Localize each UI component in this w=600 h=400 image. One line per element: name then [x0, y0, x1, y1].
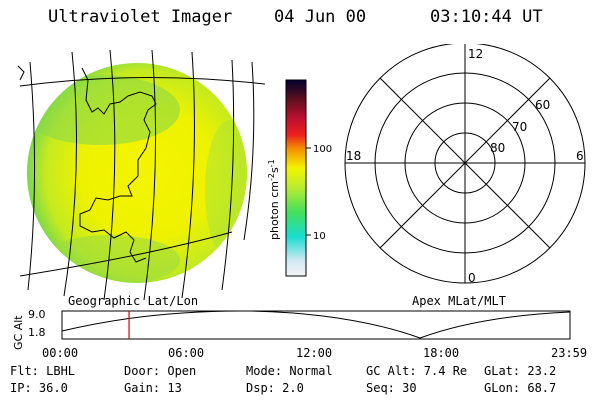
timeline-ylabel: GC Alt [12, 315, 25, 350]
colorbar-gradient [285, 79, 307, 277]
coastline [17, 65, 157, 263]
colorbar: 100 10 photon cm-2s-1 [267, 79, 332, 277]
timeline-ymax: 9.0 [28, 308, 46, 321]
glon-info: GLon: 68.7 [484, 381, 557, 395]
mode-info: Mode: Normal [246, 364, 333, 378]
filter-info: Flt: LBHL [10, 364, 76, 378]
ip-info: IP: 36.0 [10, 381, 68, 395]
altitude-curve [61, 310, 571, 339]
dsp-info: Dsp: 2.0 [246, 381, 304, 395]
mlt-label-0: 0 [468, 271, 476, 285]
gain-info: Gain: 13 [124, 381, 182, 395]
colorbar-unit-label: photon cm-2s-1 [267, 159, 281, 240]
gc-alt-info: GC Alt: 7.4 Re [366, 364, 468, 378]
time-tick-1200: 12:00 [296, 346, 333, 360]
door-info: Door: Open [124, 364, 197, 378]
colorbar-tick-high: 100 [313, 144, 332, 155]
lat-label-80: 80 [490, 141, 505, 155]
glat-info: GLat: 23.2 [484, 364, 557, 378]
instrument-title: Ultraviolet Imager [48, 7, 233, 27]
lat-label-60: 60 [535, 98, 550, 112]
mlt-label-18: 18 [346, 149, 361, 163]
timeline: GC Alt 9.0 1.8 [12, 308, 571, 350]
apex-caption: Apex MLat/MLT [412, 294, 506, 308]
geographic-grid [19, 49, 266, 300]
colorbar-tick-low: 10 [313, 231, 326, 242]
time-label: 03:10:44 UT [430, 7, 543, 27]
mlt-label-6: 6 [576, 149, 584, 163]
time-tick-0000: 00:00 [42, 346, 79, 360]
lat-label-70: 70 [512, 120, 527, 134]
timeline-ymin: 1.8 [28, 326, 46, 339]
timeline-frame [61, 310, 571, 340]
seq-info: Seq: 30 [366, 381, 417, 395]
polar-plot: 12 18 6 0 60 70 80 [344, 44, 586, 285]
mlt-line-diag2 [379, 77, 551, 249]
mlt-label-12: 12 [468, 47, 483, 61]
time-tick-0600: 06:00 [168, 346, 205, 360]
time-tick-2359: 23:59 [551, 346, 588, 360]
time-tick-1800: 18:00 [423, 346, 460, 360]
date-label: 04 Jun 00 [274, 7, 367, 27]
earth-image [17, 49, 266, 300]
geographic-caption: Geographic Lat/Lon [68, 294, 199, 308]
